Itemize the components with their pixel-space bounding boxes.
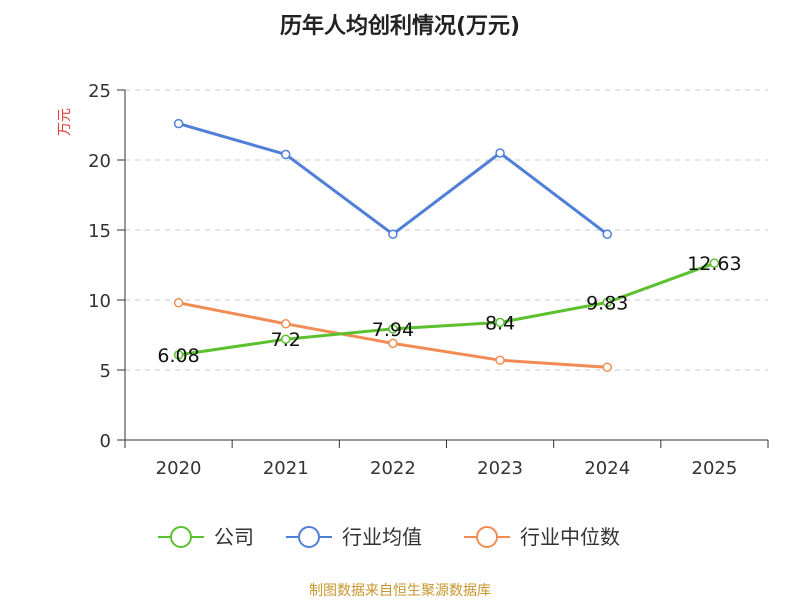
data-label: 7.94 [372, 319, 414, 341]
x-tick-label: 2023 [477, 458, 523, 479]
y-tick-labels: 0 5 10 15 20 25 [88, 81, 111, 452]
data-label: 12.63 [687, 253, 741, 275]
legend: 公司 行业均值 行业中位数 [158, 525, 620, 549]
legend-marker [476, 526, 498, 548]
legend-item-0: 公司 [158, 525, 254, 549]
legend-item-2: 行业中位数 [464, 525, 620, 549]
data-point [173, 350, 184, 360]
x-tick-label: 2020 [156, 458, 202, 479]
axes [117, 89, 769, 448]
data-label: 9.83 [586, 292, 628, 314]
data-point [602, 229, 612, 239]
data-point [173, 298, 184, 308]
source-note: 制图数据来自恒生聚源数据库 [309, 583, 491, 599]
data-point [709, 258, 720, 268]
data-point [281, 149, 291, 160]
series-1 [173, 118, 612, 239]
data-label: 6.08 [157, 345, 199, 367]
data-point [495, 355, 505, 365]
y-tick-label: 20 [88, 151, 111, 172]
x-tick-labels: 2020 2021 2022 2023 2024 2025 [156, 458, 738, 479]
y-tick-label: 5 [100, 361, 111, 382]
series-line [178, 261, 715, 357]
x-tick-label: 2024 [584, 458, 630, 479]
y-axis-unit-label: 万元 [57, 108, 73, 136]
data-point [388, 324, 398, 334]
series-0 [173, 258, 720, 360]
legend-label: 公司 [214, 525, 254, 549]
data-point [602, 297, 612, 308]
data-point [388, 338, 398, 349]
legend-marker [298, 526, 320, 548]
series-group [173, 118, 720, 372]
legend-label: 行业中位数 [520, 525, 620, 549]
data-point [281, 334, 291, 344]
data-point [602, 362, 612, 372]
x-tick-label: 2022 [370, 458, 416, 479]
data-labels: 6.08 7.2 7.94 8.4 9.83 12.63 [157, 253, 741, 367]
data-point [173, 118, 184, 129]
y-tick-label: 15 [88, 221, 111, 242]
data-point [495, 148, 505, 158]
y-tick-label: 10 [88, 291, 111, 312]
x-tick-label: 2021 [263, 458, 309, 479]
data-point [388, 229, 398, 239]
data-label: 8.4 [485, 312, 515, 334]
grid-lines [125, 89, 768, 371]
legend-item-1: 行业均值 [286, 525, 422, 549]
y-tick-label: 0 [100, 431, 111, 452]
data-point [495, 317, 505, 328]
series-line [178, 122, 609, 236]
legend-label: 行业均值 [342, 525, 422, 549]
legend-marker [170, 526, 192, 548]
chart-title: 历年人均创利情况(万元) [280, 13, 520, 39]
x-tick-label: 2025 [692, 458, 738, 479]
data-point [281, 319, 291, 329]
data-label: 7.2 [271, 329, 301, 351]
y-tick-label: 25 [88, 81, 111, 102]
series-2 [173, 298, 612, 372]
